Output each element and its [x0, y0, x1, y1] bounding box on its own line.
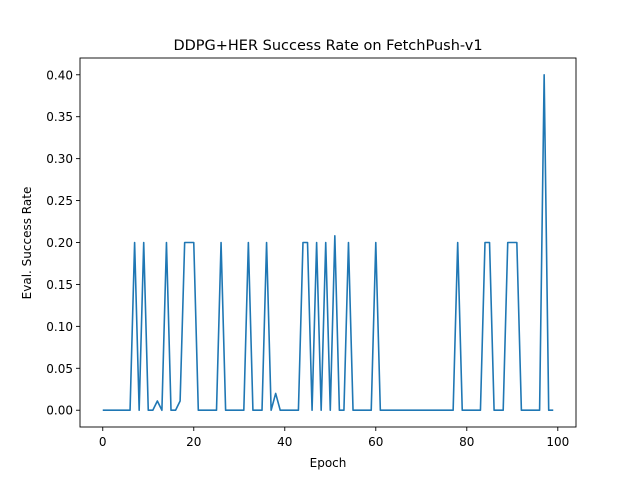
y-tick-label: 0.10 [46, 320, 73, 334]
x-tick-label: 60 [368, 435, 383, 449]
y-tick-label: 0.05 [46, 362, 73, 376]
y-axis-label: Eval. Success Rate [20, 187, 34, 300]
chart-title: DDPG+HER Success Rate on FetchPush-v1 [173, 38, 482, 54]
x-tick-label: 20 [186, 435, 201, 449]
x-tick-label: 0 [99, 435, 107, 449]
x-tick-label: 40 [277, 435, 292, 449]
y-tick-label: 0.40 [46, 68, 73, 82]
x-axis-label: Epoch [310, 456, 347, 470]
x-tick-label: 100 [546, 435, 569, 449]
x-tick-label: 80 [459, 435, 474, 449]
x-axis-ticks: 0 20 40 60 80 100 [99, 427, 569, 449]
y-tick-label: 0.25 [46, 194, 73, 208]
y-tick-label: 0.30 [46, 152, 73, 166]
y-tick-label: 0.20 [46, 236, 73, 250]
y-tick-label: 0.15 [46, 278, 73, 292]
y-tick-label: 0.35 [46, 110, 73, 124]
y-tick-label: 0.00 [46, 404, 73, 418]
series-line-0 [102, 73, 554, 412]
y-axis-ticks: 0.00 0.05 0.10 0.15 0.20 0.25 0.30 0.35 0.40 [46, 68, 80, 418]
